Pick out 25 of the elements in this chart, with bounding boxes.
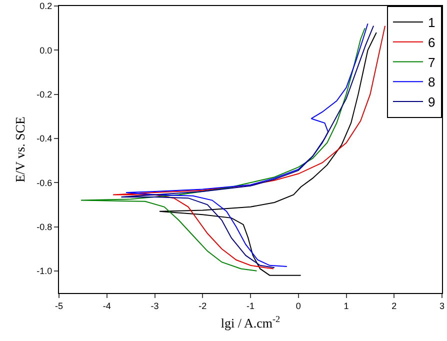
- y-tick-label: -0.8: [36, 222, 52, 232]
- x-tick-label: 3: [439, 300, 445, 311]
- x-tick-label: 1: [344, 300, 349, 311]
- y-tick-label: -0.6: [36, 178, 52, 188]
- y-tick-label: -0.4: [36, 134, 52, 144]
- legend-label: 1: [428, 15, 436, 30]
- x-tick-label: 0: [296, 300, 301, 311]
- legend-label: 6: [428, 34, 436, 50]
- legend-label: 8: [428, 74, 436, 90]
- y-tick-label: 0.0: [40, 45, 52, 56]
- x-tick-label: -5: [54, 300, 64, 311]
- legend-label: 9: [428, 94, 436, 110]
- line-series: [80, 28, 366, 272]
- legend-label: 7: [428, 54, 436, 70]
- x-tick-label: -4: [102, 300, 111, 311]
- x-tick-label: -3: [150, 300, 159, 311]
- line-series: [159, 32, 377, 276]
- y-tick-label: -1.0: [36, 266, 52, 276]
- x-axis-title: lgi / A.cm$^{-2}$: [220, 314, 281, 330]
- y-tick-label: -0.2: [36, 89, 52, 100]
- x-tick-label: -1: [246, 300, 255, 311]
- y-tick-label: 0.2: [40, 1, 52, 12]
- x-tick-label: 2: [392, 300, 397, 311]
- x-tick-label: -2: [198, 300, 207, 311]
- y-axis-title: E/V vs. SCE: [12, 116, 28, 182]
